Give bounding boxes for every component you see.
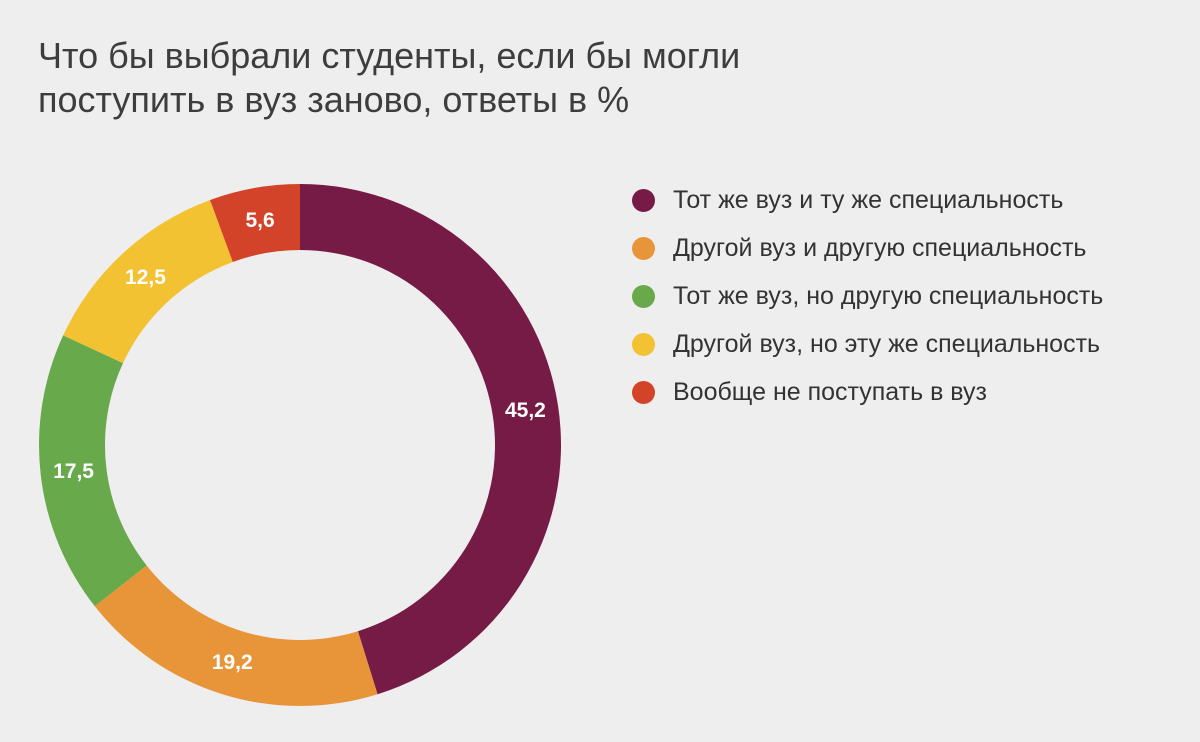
slice-same-university-other-major [39,335,147,607]
slice-value-label: 12,5 [125,266,166,289]
slice-other-university-same-major [63,199,233,364]
slice-value-label: 19,2 [212,651,253,674]
legend-swatch [632,188,655,212]
chart-title: Что бы выбрали студенты, если бы могли п… [38,34,938,122]
legend-label: Вообще не поступать в вуз [673,377,988,406]
legend-label: Тот же вуз и ту же специальность [673,185,1064,214]
slice-value-label: 17,5 [53,460,94,483]
legend-item-no-university: Вообще не поступать в вуз [632,368,1103,416]
legend-swatch [632,380,655,404]
legend-label: Тот же вуз, но другую специальность [673,281,1104,310]
slice-no-university [210,184,300,262]
slice-value-label: 45,2 [505,399,546,422]
legend-swatch [632,332,655,356]
legend-item-other-university-other-major: Другой вуз и другую специальность [632,224,1103,272]
chart-title-line-2: поступить в вуз заново, ответы в % [38,79,630,120]
legend-label: Другой вуз и другую специальность [673,233,1087,262]
slice-other-university-other-major [94,565,378,706]
slice-value-label: 5,6 [245,209,274,232]
donut-chart: 45,2 19,2 17,5 12,5 5,6 [39,184,561,706]
chart-legend: Тот же вуз и ту же специальность Другой … [632,176,1103,416]
legend-item-same-university-same-major: Тот же вуз и ту же специальность [632,176,1103,224]
legend-item-same-university-other-major: Тот же вуз, но другую специальность [632,272,1103,320]
legend-item-other-university-same-major: Другой вуз, но эту же специальность [632,320,1103,368]
legend-swatch [632,284,655,308]
slice-same-university-same-major [300,184,561,695]
legend-swatch [632,236,655,260]
legend-label: Другой вуз, но эту же специальность [673,329,1101,358]
chart-title-line-1: Что бы выбрали студенты, если бы могли [38,35,741,76]
